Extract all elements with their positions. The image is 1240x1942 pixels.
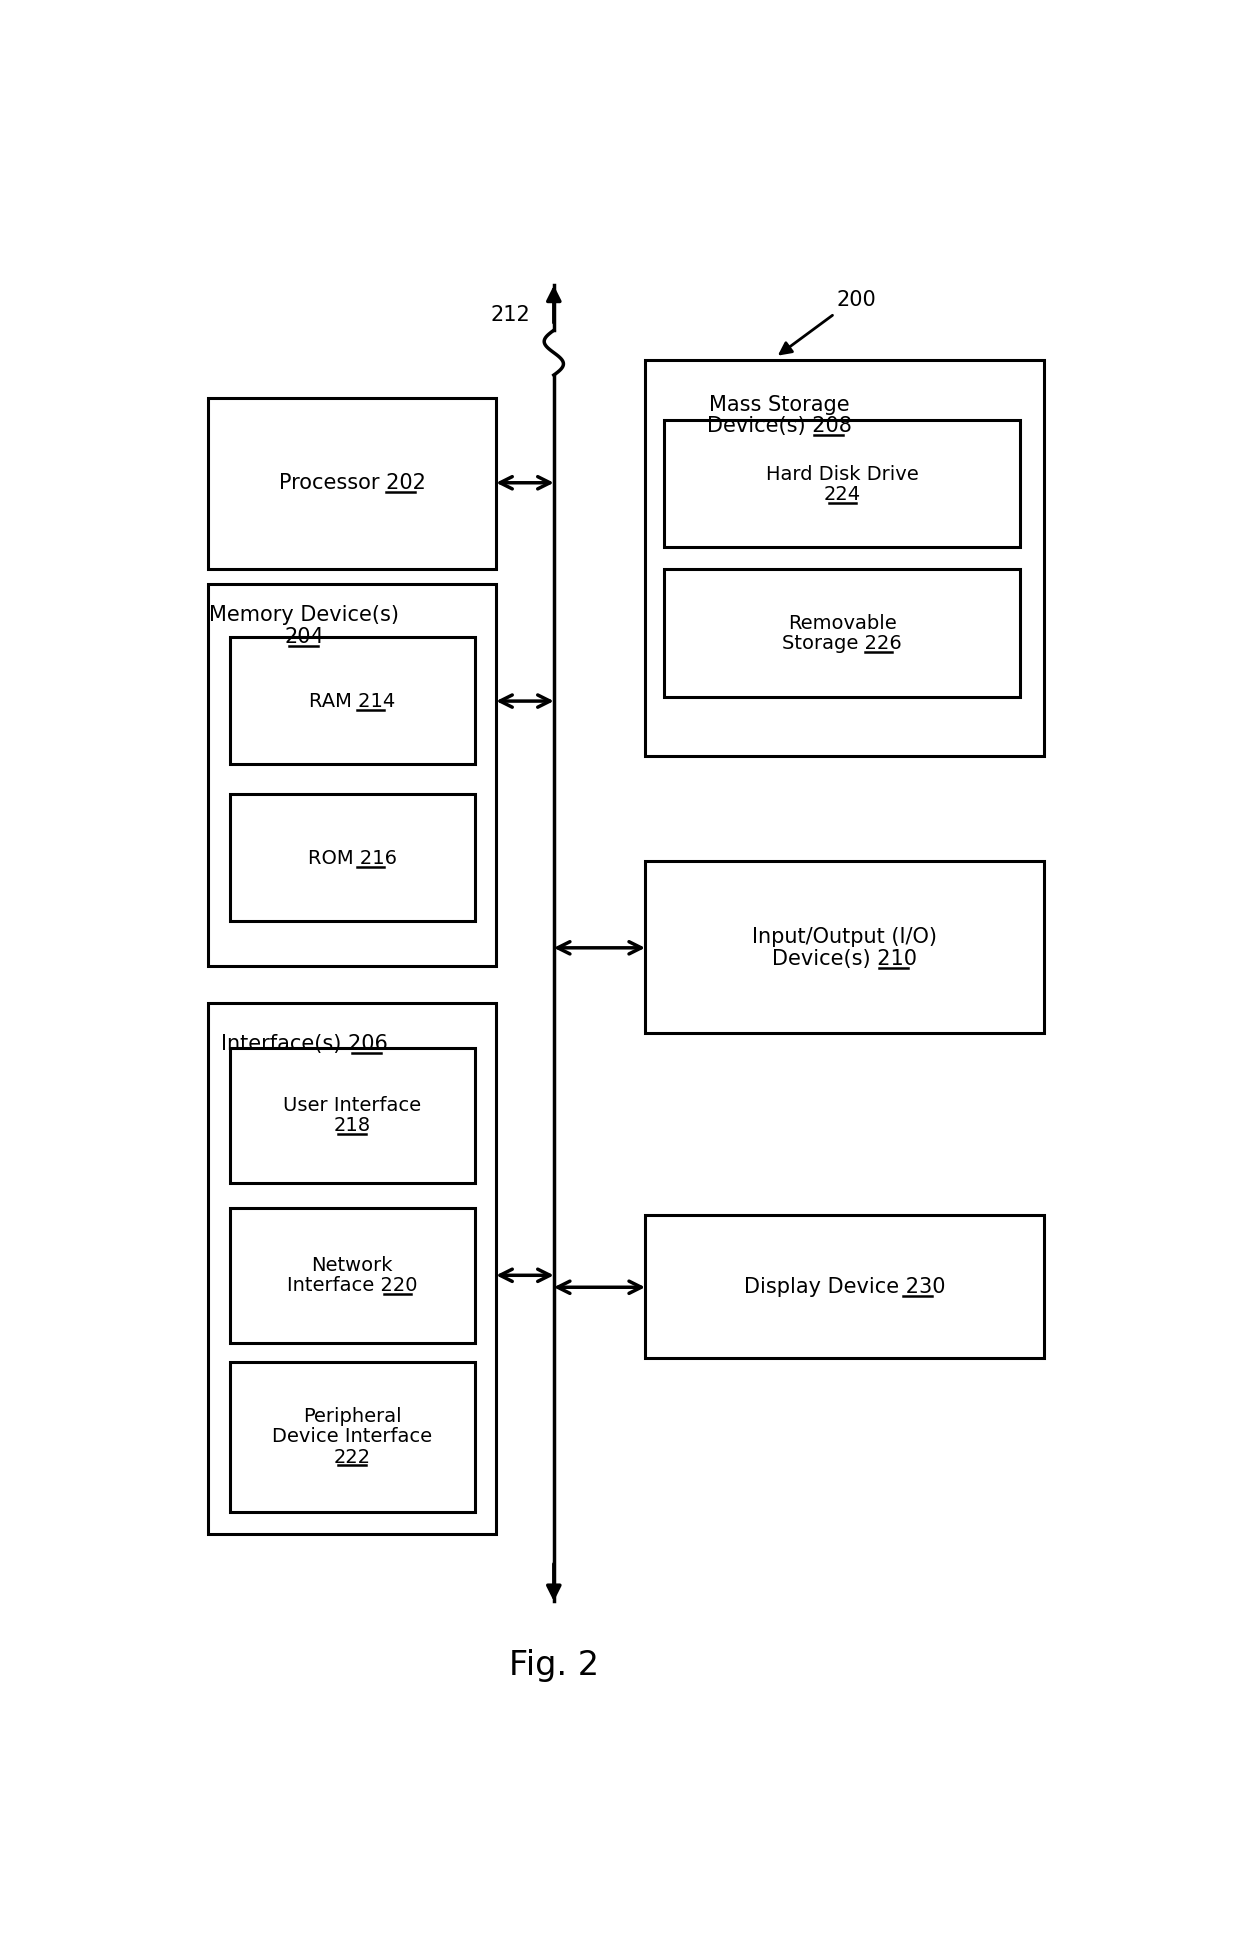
Text: Device Interface: Device Interface xyxy=(272,1427,432,1447)
Bar xyxy=(229,1208,475,1342)
Text: Removable: Removable xyxy=(787,614,897,633)
Text: Interface(s) 206: Interface(s) 206 xyxy=(221,1033,387,1053)
Text: Input/Output (I/O): Input/Output (I/O) xyxy=(753,926,937,948)
Text: User Interface: User Interface xyxy=(283,1095,422,1115)
Bar xyxy=(229,794,475,921)
Bar xyxy=(645,860,1044,1033)
Bar xyxy=(229,1361,475,1511)
Text: Device(s) 208: Device(s) 208 xyxy=(707,416,852,437)
Text: Memory Device(s): Memory Device(s) xyxy=(210,606,399,625)
Text: 204: 204 xyxy=(284,627,324,647)
Text: 222: 222 xyxy=(334,1447,371,1466)
Text: 224: 224 xyxy=(823,486,861,503)
Text: Interface 220: Interface 220 xyxy=(286,1276,417,1295)
Text: 212: 212 xyxy=(491,305,531,324)
Bar xyxy=(665,569,1021,697)
Text: 218: 218 xyxy=(334,1117,371,1134)
Text: Processor 202: Processor 202 xyxy=(279,472,425,493)
Bar xyxy=(208,585,496,965)
Text: Display Device 230: Display Device 230 xyxy=(744,1278,946,1297)
Bar xyxy=(208,1004,496,1534)
Bar xyxy=(229,637,475,763)
Bar xyxy=(208,398,496,569)
Text: 200: 200 xyxy=(837,291,877,311)
Text: Peripheral: Peripheral xyxy=(303,1408,402,1425)
Text: ROM 216: ROM 216 xyxy=(308,849,397,868)
Text: Mass Storage: Mass Storage xyxy=(709,394,849,416)
Bar xyxy=(229,1049,475,1183)
Text: Device(s) 210: Device(s) 210 xyxy=(773,948,918,969)
Bar xyxy=(645,359,1044,755)
Text: Network: Network xyxy=(311,1256,393,1274)
Text: Storage 226: Storage 226 xyxy=(782,635,901,653)
Text: Hard Disk Drive: Hard Disk Drive xyxy=(766,464,919,484)
Bar xyxy=(645,1216,1044,1357)
Bar xyxy=(665,419,1021,548)
Text: RAM 214: RAM 214 xyxy=(309,691,396,711)
Text: Fig. 2: Fig. 2 xyxy=(508,1649,599,1682)
